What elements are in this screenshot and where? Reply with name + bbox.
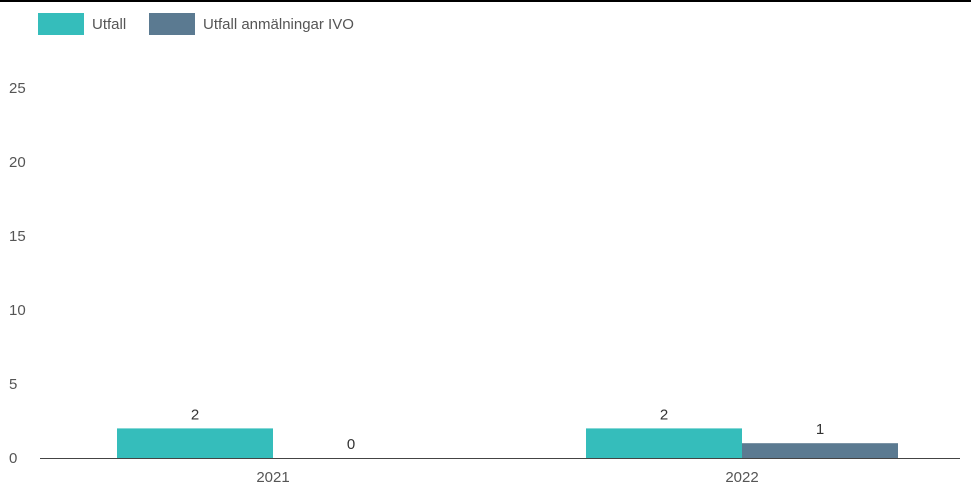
y-tick-label: 15	[9, 228, 26, 245]
y-tick-label: 5	[9, 376, 17, 393]
bar-2022-series-1	[586, 428, 742, 458]
y-axis-ticks: 0 5 10 15 20 25	[9, 80, 26, 467]
y-tick-label: 25	[9, 80, 26, 97]
legend-label-2: Utfall anmälningar IVO	[203, 16, 354, 33]
x-tick-label-2022: 2022	[725, 469, 758, 486]
legend: Utfall Utfall anmälningar IVO	[38, 13, 354, 35]
data-labels: 2021	[191, 406, 824, 453]
bar-2021-series-1	[117, 428, 273, 458]
legend-label-1: Utfall	[92, 16, 126, 33]
legend-swatch-2	[149, 13, 195, 35]
data-label-2022-series-1: 2	[660, 406, 668, 423]
x-axis-ticks: 2021 2022	[256, 469, 758, 486]
top-border	[0, 0, 971, 2]
x-tick-label-2021: 2021	[256, 469, 289, 486]
data-label-2021-series-2: 0	[347, 436, 355, 453]
y-tick-label: 10	[9, 302, 26, 319]
bars	[117, 428, 898, 458]
data-label-2022-series-2: 1	[816, 421, 824, 438]
data-label-2021-series-1: 2	[191, 406, 199, 423]
legend-swatch-1	[38, 13, 84, 35]
bar-2022-series-2	[742, 443, 898, 458]
y-tick-label: 0	[9, 450, 17, 467]
y-tick-label: 20	[9, 154, 26, 171]
